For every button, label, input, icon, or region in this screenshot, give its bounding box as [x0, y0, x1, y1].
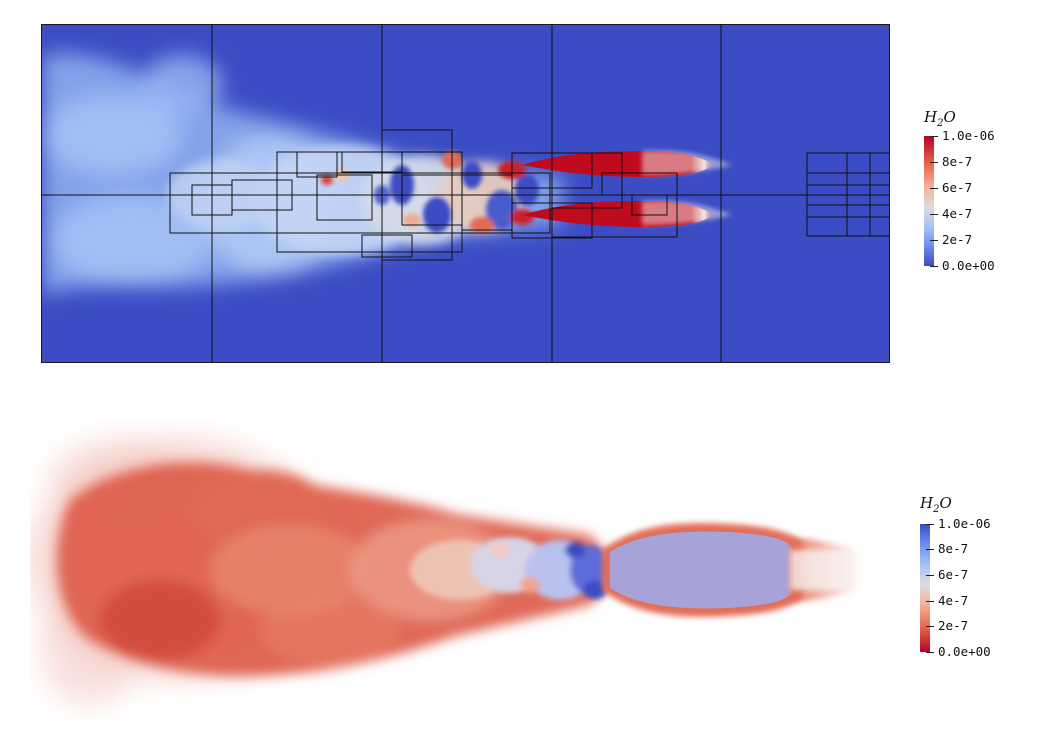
colorbar — [924, 136, 934, 266]
jets — [522, 150, 732, 227]
amr-grid — [42, 25, 889, 362]
smoke-body — [56, 462, 620, 677]
colorbar — [920, 524, 930, 652]
color-legend-top: H2O 1.0e-06 8e-7 6e-7 4e-7 2e-7 0.0e+00 — [924, 108, 995, 273]
jet-core — [602, 523, 860, 617]
volume-render — [30, 440, 860, 705]
slice-view — [41, 24, 890, 363]
mixing-zone — [410, 537, 610, 600]
legend-title: H2O — [920, 494, 952, 515]
volume-view — [30, 420, 880, 730]
mixing-region — [321, 151, 539, 233]
color-legend-bottom: H2O 1.0e-06 8e-7 6e-7 4e-7 2e-7 0.0e+00 — [920, 494, 991, 659]
slice-field — [42, 25, 889, 362]
legend-title: H2O — [924, 108, 956, 129]
